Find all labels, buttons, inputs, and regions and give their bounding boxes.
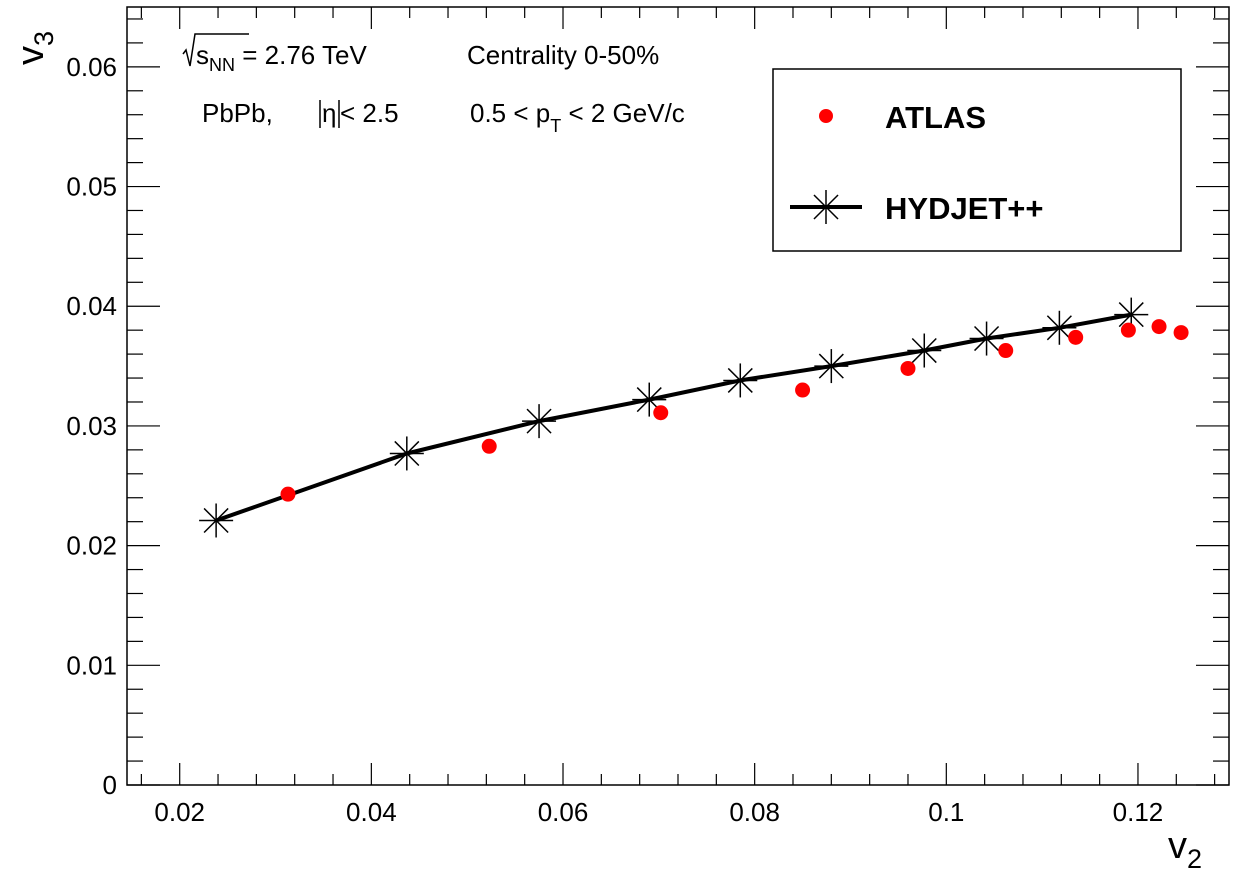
atlas-point [481,438,497,454]
atlas-point [653,405,669,421]
hydjet-point [522,404,557,439]
atlas-point [1151,319,1167,335]
x-tick-label: 0.02 [154,797,205,827]
legend: ATLAS HYDJET++ [772,68,1182,252]
atlas-point [280,486,296,502]
atlas-point [1173,325,1189,341]
energy-annotation: sNN = 2.76 TeV [182,33,367,75]
legend-hydjet-label: HYDJET++ [885,191,1044,226]
y-tick-labels: 0 0.01 0.02 0.03 0.04 0.05 0.06 [66,52,117,800]
x-tick-label: 0.12 [1113,797,1164,827]
x-tick-label: 0.06 [538,797,589,827]
legend-hydjet-marker [809,190,843,224]
pt-annotation: 0.5 < pT < 2 GeV/c [470,98,685,136]
x-tick-label: 0.04 [346,797,397,827]
y-tick-label: 0.01 [66,650,117,680]
y-tick-label: 0.05 [66,172,117,202]
atlas-series [280,319,1189,502]
x-tick-label: 0.1 [928,797,964,827]
system-annotation: PbPb, η < 2.5 [202,98,399,128]
svg-text:η: η [322,98,336,128]
hydjet-line [215,312,1132,523]
y-tick-label: 0.04 [66,291,117,321]
hydjet-point [199,503,234,538]
sqrt-sign [182,33,249,67]
x-tick-labels: 0.02 0.04 0.06 0.08 0.1 0.12 [154,797,1163,827]
y-axis-label: v3 [10,31,59,65]
hydjet-point [814,349,849,384]
axis-ticks [127,7,1229,786]
legend-atlas-label: ATLAS [885,100,986,135]
hydjet-point [969,321,1004,356]
atlas-point [795,382,811,398]
legend-box [772,68,1182,252]
legend-atlas-marker [819,109,833,123]
y-tick-label: 0.03 [66,411,117,441]
atlas-point [998,343,1014,359]
hydjet-point [907,333,942,368]
hydjet-point [1042,310,1077,345]
hydjet-point [723,363,758,398]
x-tick-label: 0.08 [729,797,780,827]
centrality-annotation: Centrality 0-50% [467,40,659,70]
hydjet-series [199,297,1149,538]
atlas-point [1120,322,1136,338]
svg-text:< 2.5: < 2.5 [340,98,399,128]
x-axis-label: v2 [1168,825,1202,874]
legend-star-shape [809,190,843,224]
y-tick-label: 0.02 [66,531,117,561]
svg-text:PbPb,: PbPb, [202,98,273,128]
y-tick-label: 0.06 [66,52,117,82]
y-tick-label: 0 [103,770,117,800]
hydjet-point [389,436,424,471]
svg-text:sNN = 2.76 TeV: sNN = 2.76 TeV [196,40,367,75]
atlas-point [1068,329,1084,345]
atlas-point [900,360,916,376]
